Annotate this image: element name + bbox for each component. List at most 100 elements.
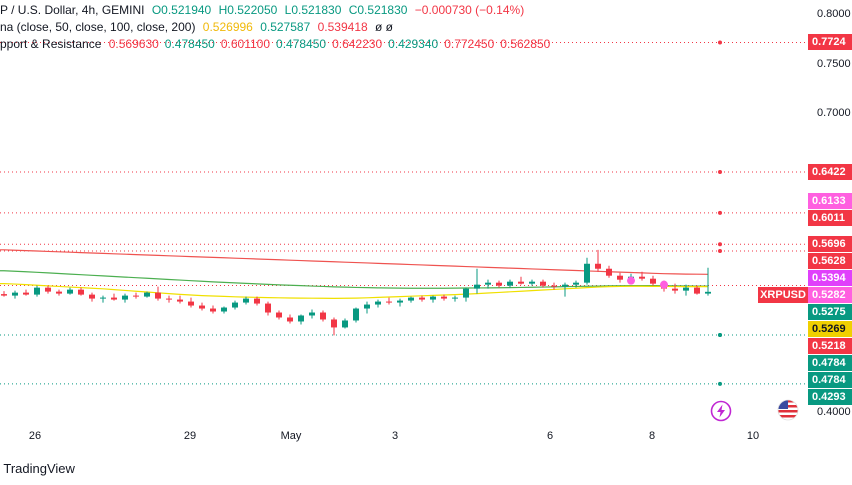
candle-body bbox=[45, 287, 51, 292]
candle bbox=[595, 249, 601, 272]
candle-body bbox=[595, 263, 601, 269]
price-tag: 0.5269 bbox=[808, 321, 852, 338]
candle bbox=[353, 307, 359, 323]
price-tag: 0.6422 bbox=[808, 164, 852, 180]
candle-body bbox=[672, 288, 678, 291]
candle-body bbox=[573, 282, 579, 285]
candle-body bbox=[375, 301, 381, 305]
sr-indicator-name: pport & Resistance bbox=[0, 37, 102, 51]
ma200-value: 0.539418 bbox=[317, 20, 368, 34]
candle bbox=[529, 279, 535, 286]
candle bbox=[617, 272, 623, 283]
candle bbox=[122, 293, 128, 303]
price-tag: 0.6011 bbox=[808, 209, 852, 226]
candle-body bbox=[551, 285, 557, 287]
candle-body bbox=[606, 268, 612, 276]
candle-body bbox=[177, 299, 183, 302]
candle bbox=[518, 276, 524, 285]
price-tag: 0.5628 bbox=[808, 253, 852, 270]
ma-legend: na (close, 50, close, 100, close, 200) 0… bbox=[0, 19, 397, 35]
candle-body bbox=[331, 319, 337, 328]
candle-body bbox=[67, 289, 73, 294]
candle bbox=[408, 296, 414, 303]
candle bbox=[430, 295, 436, 303]
price-tag: 0.4293 bbox=[808, 389, 852, 406]
us-flag-icon[interactable] bbox=[777, 399, 799, 421]
candle-body bbox=[34, 287, 40, 295]
candle bbox=[265, 301, 271, 316]
candle-body bbox=[12, 292, 18, 296]
lightning-icon[interactable] bbox=[710, 400, 732, 422]
candle bbox=[166, 295, 172, 303]
sr-value: 0.429340 bbox=[388, 37, 439, 51]
candle bbox=[364, 301, 370, 314]
candle bbox=[694, 285, 700, 295]
sr-value: 0.569630 bbox=[108, 37, 159, 51]
candle-body bbox=[89, 294, 95, 299]
candle-body bbox=[705, 291, 711, 294]
candle-body bbox=[320, 312, 326, 320]
candle bbox=[386, 297, 392, 305]
sr-level-dot bbox=[718, 40, 722, 45]
candle-body bbox=[507, 281, 513, 286]
candle bbox=[441, 294, 447, 301]
candle bbox=[573, 280, 579, 288]
candle-body bbox=[617, 275, 623, 280]
candle-body bbox=[210, 308, 216, 312]
candle bbox=[705, 267, 711, 296]
candle-body bbox=[562, 284, 568, 287]
candle bbox=[287, 314, 293, 324]
sr-level-dot bbox=[718, 333, 722, 338]
candle bbox=[89, 292, 95, 302]
price-tag: 0.4784 bbox=[808, 355, 852, 372]
candle bbox=[309, 309, 315, 319]
candle-body bbox=[155, 292, 161, 299]
price-tick-label: 0.7500 bbox=[817, 57, 851, 70]
candle bbox=[111, 293, 117, 301]
candle bbox=[342, 318, 348, 329]
candle-body bbox=[254, 298, 260, 304]
candle bbox=[375, 299, 381, 308]
candle bbox=[540, 279, 546, 288]
sr-level-dot bbox=[718, 170, 722, 175]
candle-body bbox=[243, 298, 249, 303]
candle-body bbox=[540, 281, 546, 286]
high-value: H0.522050 bbox=[218, 3, 278, 17]
candle-body bbox=[221, 307, 227, 312]
candle bbox=[199, 302, 205, 311]
candle bbox=[463, 287, 469, 302]
candle-body bbox=[298, 315, 304, 322]
candle bbox=[133, 292, 139, 299]
sr-value: 0.562850 bbox=[500, 37, 551, 51]
candle-body bbox=[342, 320, 348, 328]
candle bbox=[496, 280, 502, 288]
candle-body bbox=[122, 295, 128, 300]
candle bbox=[56, 289, 62, 296]
candle bbox=[474, 268, 480, 294]
price-tag: 0.7724 bbox=[808, 34, 852, 51]
sr-value: 0.478450 bbox=[276, 37, 327, 51]
candle bbox=[650, 275, 656, 286]
ma-extra: ø ø bbox=[375, 20, 394, 34]
time-tick-label: 10 bbox=[746, 430, 760, 442]
candle-body bbox=[518, 281, 524, 284]
brand-footer[interactable]: TradingView bbox=[0, 461, 75, 476]
ohlc-legend: P / U.S. Dollar, 4h, GEMINI O0.521940 H0… bbox=[0, 2, 528, 18]
sr-level-dot bbox=[718, 249, 722, 254]
candle-body bbox=[309, 312, 315, 316]
close-value: C0.521830 bbox=[348, 3, 408, 17]
change-value: −0.000730 (−0.14%) bbox=[414, 3, 525, 17]
symbol-tag: XRPUSD bbox=[758, 287, 808, 303]
candle bbox=[23, 289, 29, 296]
candle bbox=[551, 282, 557, 290]
ma50-value: 0.526996 bbox=[202, 20, 253, 34]
sr-level-dot bbox=[718, 210, 722, 215]
time-tick-label: 29 bbox=[183, 430, 197, 442]
candle bbox=[177, 295, 183, 304]
price-tick-label: 0.8000 bbox=[817, 7, 851, 20]
candle-body bbox=[78, 289, 84, 295]
open-value: O0.521940 bbox=[151, 3, 212, 17]
candle-body bbox=[408, 297, 414, 301]
